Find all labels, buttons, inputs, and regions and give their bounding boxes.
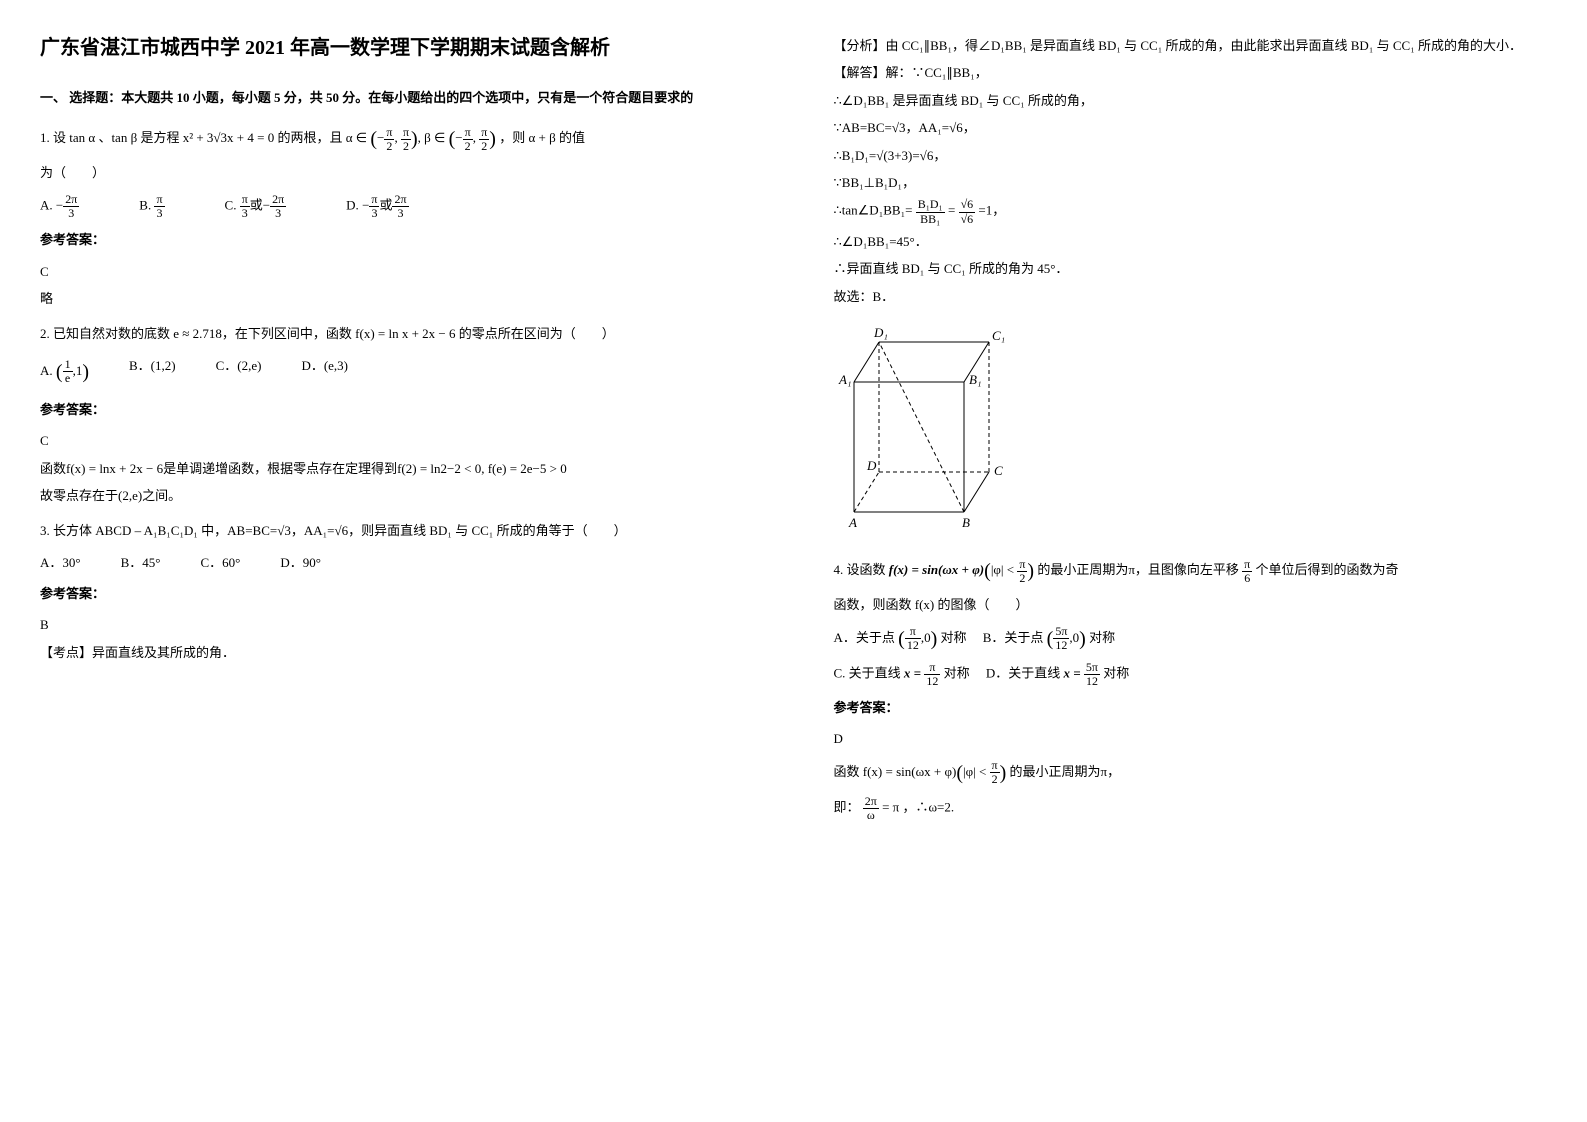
q2-expl2: 故零点存在于(2,e)之间。 [40, 484, 754, 507]
question-1: 1. 设 tan α 、tan β 是方程 x² + 3√3x + 4 = 0 … [40, 121, 754, 310]
q1-optB: B. π3 [139, 193, 164, 220]
q4-answer: D [834, 727, 1548, 750]
doc-title: 广东省湛江市城西中学 2021 年高一数学理下学期期末试题含解析 [40, 30, 754, 66]
q1-answer-label: 参考答案： [40, 228, 754, 251]
line5: ∴tan∠D₁BB₁= B₁D₁BB₁ = √6√6 =1， [834, 198, 1548, 225]
label-A1: A₁ [838, 372, 851, 387]
question-2: 2. 已知自然对数的底数 e ≈ 2.718，在下列区间中，函数 f(x) = … [40, 322, 754, 507]
q3-kaodian: 【考点】异面直线及其所成的角． [40, 641, 754, 664]
line1: ∴∠D₁BB₁ 是异面直线 BD₁ 与 CC₁ 所成的角， [834, 89, 1548, 112]
q2-options: A. (1e,1) B．(1,2) C．(2,e) D．(e,3) [40, 354, 754, 390]
line8: 故选：B． [834, 285, 1548, 308]
label-B1: B₁ [969, 372, 981, 387]
q2-answer-label: 参考答案： [40, 398, 754, 421]
label-D: D [866, 458, 877, 473]
q2-optA: A. (1e,1) [40, 354, 89, 390]
q3-options: A．30° B．45° C．60° D．90° [40, 551, 754, 574]
q3-optB: B．45° [121, 551, 161, 574]
q1-stem-tail: 为（ ） [40, 161, 754, 184]
q1-stem-pre: 1. 设 tan α 、tan β 是方程 x² + 3√3x + 4 = 0 … [40, 130, 342, 145]
q3-optA: A．30° [40, 551, 81, 574]
line6: ∴∠D₁BB₁=45°． [834, 230, 1548, 253]
q1-optA: A. −2π3 [40, 193, 79, 220]
q3-answer-label: 参考答案： [40, 582, 754, 605]
question-3: 3. 长方体 ABCD – A₁B₁C₁D₁ 中，AB=BC=√3，AA₁=√6… [40, 519, 754, 664]
q2-optD: D．(e,3) [301, 354, 348, 390]
q2-stem: 2. 已知自然对数的底数 e ≈ 2.718，在下列区间中，函数 f(x) = … [40, 322, 754, 345]
q4-stem2: 函数，则函数 f(x) 的图像（ ） [834, 593, 1548, 616]
line3: ∴B₁D₁=√(3+3)=√6， [834, 144, 1548, 167]
q1-range: α ∈ (−π2, π2), β ∈ (−π2, π2) [346, 130, 499, 145]
q4-func: f(x) = sin(ωx + φ)(|φ| < π2) [889, 562, 1034, 577]
section-heading: 一、 选择题：本大题共 10 小题，每小题 5 分，共 50 分。在每小题给出的… [40, 86, 754, 109]
q3-optC: C．60° [200, 551, 240, 574]
q4-row1: A．关于点 (π12,0) 对称 B．关于点 (5π12,0) 对称 [834, 621, 1548, 657]
line4: ∵BB₁⊥B₁D₁， [834, 171, 1548, 194]
q2-optC: C．(2,e) [216, 354, 262, 390]
q1-answer: C [40, 260, 754, 283]
q3-stem: 3. 长方体 ABCD – A₁B₁C₁D₁ 中，AB=BC=√3，AA₁=√6… [40, 519, 754, 542]
q1-stem-post: ，则 α + β 的值 [499, 130, 585, 145]
q1-optD: D. −π3或2π3 [346, 193, 408, 220]
right-column: 【分析】由 CC₁∥BB₁，得∠D₁BB₁ 是异面直线 BD₁ 与 CC₁ 所成… [794, 0, 1587, 1122]
q2-optB: B．(1,2) [129, 354, 176, 390]
q3-optD: D．90° [280, 551, 321, 574]
q1-optC: C. π3或−2π3 [225, 193, 287, 220]
label-C: C [994, 463, 1003, 478]
q4-row2: C. 关于直线 x = π12 对称 D．关于直线 x = 5π12 对称 [834, 661, 1548, 688]
label-C1: C₁ [992, 328, 1005, 343]
q3-answer: B [40, 613, 754, 636]
label-D1: D₁ [873, 325, 888, 340]
q4-answer-label: 参考答案： [834, 696, 1548, 719]
left-column: 广东省湛江市城西中学 2021 年高一数学理下学期期末试题含解析 一、 选择题：… [0, 0, 794, 1122]
q1-options: A. −2π3 B. π3 C. π3或−2π3 D. −π3或2π3 [40, 193, 754, 220]
line7: ∴异面直线 BD₁ 与 CC₁ 所成的角为 45°． [834, 257, 1548, 280]
label-B: B [962, 515, 970, 530]
q4-e2: 即： 2πω = π ，∴ω=2. [834, 795, 1548, 822]
q4-stem: 4. 设函数 f(x) = sin(ωx + φ)(|φ| < π2) 的最小正… [834, 553, 1548, 589]
q1-note: 略 [40, 287, 754, 310]
q2-answer: C [40, 429, 754, 452]
line2: ∵AB=BC=√3，AA₁=√6， [834, 116, 1548, 139]
fenxi: 【分析】由 CC₁∥BB₁，得∠D₁BB₁ 是异面直线 BD₁ 与 CC₁ 所成… [834, 34, 1548, 57]
q2-expl1: 函数f(x) = lnx + 2x − 6是单调递增函数，根据零点存在定理得到f… [40, 457, 754, 480]
cube-diagram: D₁ C₁ A₁ B₁ D C A B [834, 322, 1034, 532]
q4-e1: 函数 f(x) = sin(ωx + φ)(|φ| < π2) 的最小正周期为π… [834, 755, 1548, 791]
question-4: 4. 设函数 f(x) = sin(ωx + φ)(|φ| < π2) 的最小正… [834, 553, 1548, 822]
q1-stem: 1. 设 tan α 、tan β 是方程 x² + 3√3x + 4 = 0 … [40, 121, 754, 157]
label-A: A [848, 515, 857, 530]
jieda-head: 【解答】解：∵CC₁∥BB₁， [834, 61, 1548, 84]
